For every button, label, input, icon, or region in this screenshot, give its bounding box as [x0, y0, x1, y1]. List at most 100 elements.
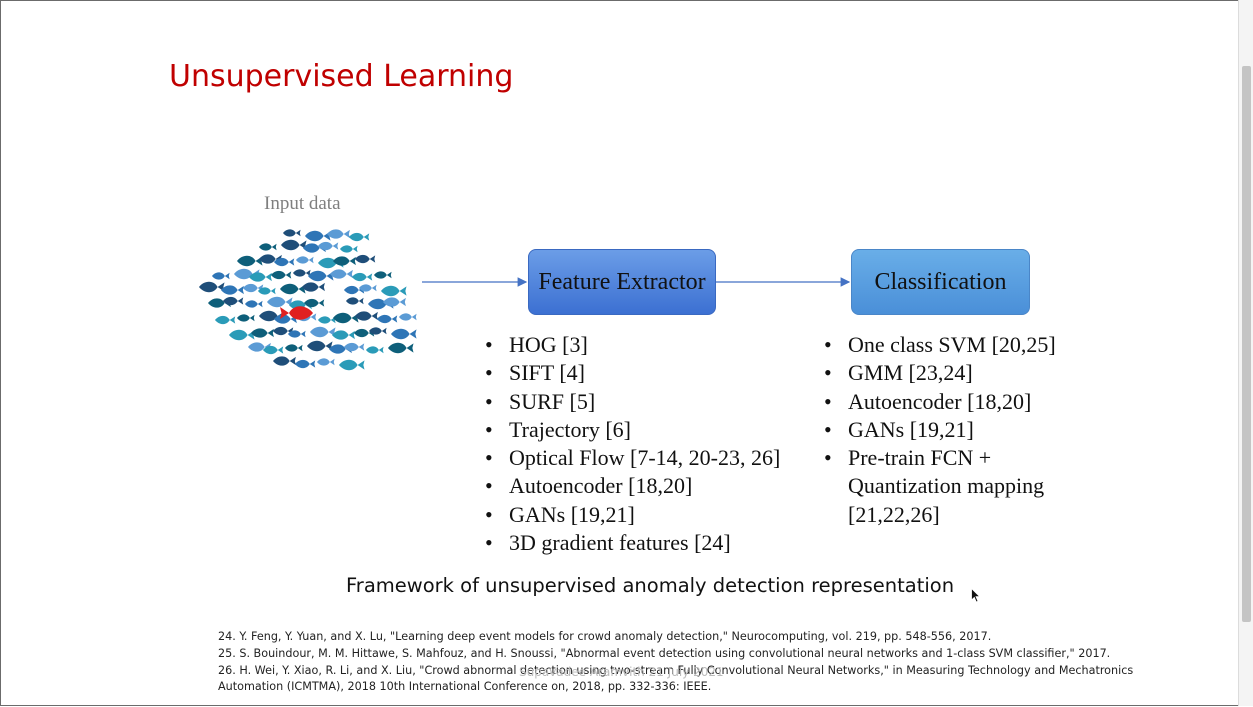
- feature-extractor-box: Feature Extractor: [528, 249, 716, 315]
- blue-fish-icon: [259, 243, 277, 251]
- blue-fish-icon: [359, 284, 377, 292]
- blue-fish-icon: [285, 344, 303, 352]
- blue-fish-icon: [399, 313, 417, 321]
- blue-fish-icon: [273, 356, 296, 366]
- blue-fish-icon: [199, 281, 225, 293]
- blue-fish-icon: [259, 254, 282, 264]
- feature-methods-list: HOG [3] SIFT [4] SURF [5] Trajectory [6]…: [485, 331, 780, 558]
- blue-fish-icon: [243, 283, 264, 293]
- blue-fish-icon: [391, 328, 417, 340]
- watermark-text: Supavadee Aramvith 21 July 2021: [519, 665, 724, 679]
- classification-methods-list: One class SVM [20,25] GMM [23,24] Autoen…: [824, 331, 1056, 529]
- blue-fish-icon: [383, 297, 406, 307]
- blue-fish-icon: [310, 326, 336, 338]
- blue-fish-icon: [352, 272, 373, 282]
- blue-fish-icon: [258, 287, 276, 295]
- blue-fish-icon: [349, 232, 370, 242]
- list-item: Autoencoder [18,20]: [824, 388, 1056, 417]
- list-item: SURF [5]: [485, 388, 780, 417]
- blue-fish-icon: [212, 272, 230, 280]
- blue-fish-icon: [271, 270, 292, 280]
- blue-fish-icon: [237, 255, 263, 267]
- blue-fish-icon: [223, 296, 244, 306]
- blue-fish-icon: [281, 239, 307, 251]
- scrollbar-thumb[interactable]: [1242, 66, 1251, 622]
- references: 24. Y. Feng, Y. Yuan, and X. Lu, "Learni…: [218, 629, 1148, 696]
- blue-fish-icon: [308, 270, 334, 282]
- blue-fish-icon: [215, 315, 236, 325]
- figure-caption: Framework of unsupervised anomaly detect…: [346, 574, 955, 597]
- blue-fish-icon: [355, 254, 376, 264]
- blue-fish-icon: [296, 256, 314, 264]
- blue-fish-icon: [289, 300, 312, 310]
- blue-fish-icon: [249, 272, 272, 282]
- blue-fish-icon: [307, 340, 333, 352]
- blue-fish-icon: [388, 342, 414, 354]
- blue-fish-icon: [303, 243, 326, 253]
- list-item: Trajectory [6]: [485, 416, 780, 445]
- list-item: GANs [19,21]: [824, 416, 1056, 445]
- list-item: GMM [23,24]: [824, 359, 1056, 388]
- blue-fish-icon: [305, 230, 331, 242]
- blue-fish-icon: [248, 342, 271, 352]
- school-of-fish-icon: [199, 229, 417, 371]
- red-fish-icon: [280, 306, 313, 320]
- blue-fish-icon: [273, 326, 294, 336]
- blue-fish-icon: [229, 329, 255, 341]
- slide-title: Unsupervised Learning: [169, 59, 514, 94]
- blue-fish-icon: [267, 296, 293, 308]
- blue-fish-icon: [354, 328, 375, 338]
- blue-fish-icon: [333, 312, 359, 324]
- blue-fish-icon: [340, 245, 358, 253]
- blue-fish-icon: [288, 330, 306, 338]
- input-data-label: Input data: [264, 193, 341, 214]
- blue-fish-icon: [344, 342, 365, 352]
- list-item: GANs [19,21]: [485, 501, 780, 530]
- blue-fish-icon: [251, 328, 274, 338]
- list-item: SIFT [4]: [485, 359, 780, 388]
- blue-fish-icon: [366, 346, 384, 354]
- blue-fish-icon: [318, 257, 344, 269]
- blue-fish-icon: [302, 282, 325, 292]
- blue-fish-icon: [377, 314, 398, 324]
- blue-fish-icon: [355, 311, 378, 321]
- blue-fish-icon: [339, 359, 365, 371]
- classification-box: Classification: [851, 249, 1030, 315]
- reference-item: 24. Y. Feng, Y. Yuan, and X. Lu, "Learni…: [218, 630, 992, 643]
- list-item: One class SVM [20,25]: [824, 331, 1056, 360]
- vertical-scrollbar[interactable]: [1238, 0, 1253, 706]
- blue-fish-icon: [346, 297, 364, 305]
- blue-fish-icon: [221, 285, 244, 295]
- blue-fish-icon: [304, 298, 325, 308]
- blue-fish-icon: [237, 314, 255, 322]
- blue-fish-icon: [274, 314, 297, 324]
- blue-fish-icon: [374, 271, 392, 279]
- blue-fish-icon: [318, 241, 339, 251]
- blue-fish-icon: [263, 345, 284, 355]
- list-item: Autoencoder [18,20]: [485, 472, 780, 501]
- blue-fish-icon: [245, 300, 263, 308]
- blue-fish-icon: [295, 359, 316, 369]
- list-item: HOG [3]: [485, 331, 780, 360]
- blue-fish-icon: [368, 298, 394, 310]
- blue-fish-icon: [259, 310, 285, 322]
- blue-fish-icon: [208, 298, 231, 308]
- blue-fish-icon: [333, 256, 356, 266]
- blue-fish-icon: [344, 285, 365, 295]
- reference-item: 25. S. Bouindour, M. M. Hittawe, S. Mahf…: [218, 646, 1111, 660]
- blue-fish-icon: [293, 269, 311, 277]
- list-item: 3D gradient features [24]: [485, 529, 780, 558]
- list-item: Optical Flow [7-14, 20-23, 26]: [485, 444, 780, 473]
- list-item: Pre-train FCN + Quantization mapping [21…: [824, 444, 1056, 529]
- mouse-cursor-icon: [971, 588, 981, 603]
- blue-fish-icon: [280, 283, 306, 295]
- blue-fish-icon: [381, 285, 407, 297]
- blue-fish-icon: [327, 229, 350, 239]
- blue-fish-icon: [332, 330, 355, 340]
- blue-fish-icon: [234, 268, 260, 280]
- blue-fish-icon: [274, 257, 295, 267]
- blue-fish-icon: [329, 344, 352, 354]
- blue-fish-icon: [369, 327, 387, 335]
- blue-fish-icon: [283, 229, 301, 237]
